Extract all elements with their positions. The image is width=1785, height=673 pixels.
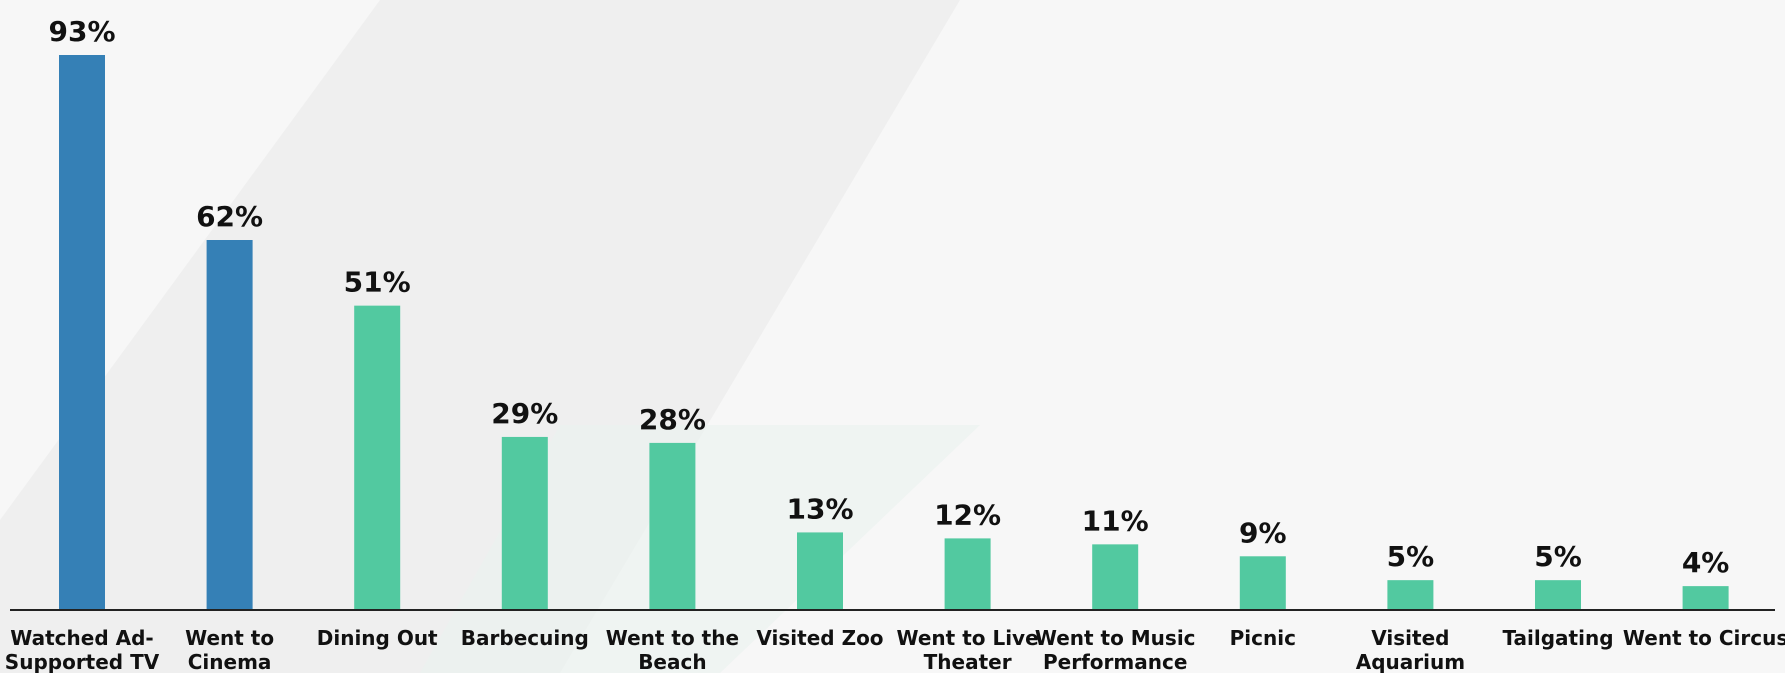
data-label: 62% [196, 200, 263, 233]
data-label: 13% [786, 492, 853, 525]
data-label: 28% [639, 403, 706, 436]
bar [944, 538, 991, 610]
x-tick-label: Picnic [1230, 626, 1296, 650]
bar [1239, 556, 1286, 610]
x-tick-label: Aquarium [1356, 650, 1465, 673]
x-tick-label: Went to the [606, 626, 739, 650]
data-label: 5% [1534, 540, 1582, 573]
bar [501, 436, 548, 610]
x-tick-label: Went to [185, 626, 274, 650]
data-label: 4% [1682, 546, 1730, 579]
x-tick-label: Went to Circus [1623, 626, 1785, 650]
x-tick-label: Theater [924, 650, 1012, 673]
data-label: 5% [1387, 540, 1435, 573]
x-tick-label: Supported TV [5, 650, 160, 673]
x-tick-label: Visited Zoo [756, 626, 883, 650]
x-tick-label: Watched Ad- [10, 626, 153, 650]
bar [206, 240, 253, 610]
x-tick-label: Went to Live [897, 626, 1039, 650]
x-tick-label: Tailgating [1502, 626, 1613, 650]
bar [1092, 544, 1139, 610]
x-tick-label: Visited [1371, 626, 1449, 650]
data-label: 11% [1082, 504, 1149, 537]
bar [1387, 580, 1434, 610]
data-label: 9% [1239, 516, 1287, 549]
x-tick-label: Went to Music [1035, 626, 1196, 650]
bar [59, 55, 105, 610]
x-tick-label: Cinema [188, 650, 272, 673]
data-label: 12% [934, 498, 1001, 531]
bar [649, 442, 696, 610]
bar [1535, 580, 1581, 610]
x-tick-label: Barbecuing [461, 626, 589, 650]
data-label: 93% [48, 15, 115, 48]
data-label: 51% [344, 266, 411, 299]
value-labels-group: 93% 62% 51% 29% 28% 13% 12% 11% 9% 5% 5% 4% [48, 15, 1729, 579]
x-tick-label: Dining Out [317, 626, 438, 650]
bars-group [59, 55, 1729, 610]
data-label: 29% [491, 397, 558, 430]
x-tick-label: Performance [1043, 650, 1187, 673]
bar [797, 532, 843, 610]
x-tick-label: Beach [638, 650, 706, 673]
bar [1682, 586, 1729, 610]
bar [354, 305, 401, 610]
